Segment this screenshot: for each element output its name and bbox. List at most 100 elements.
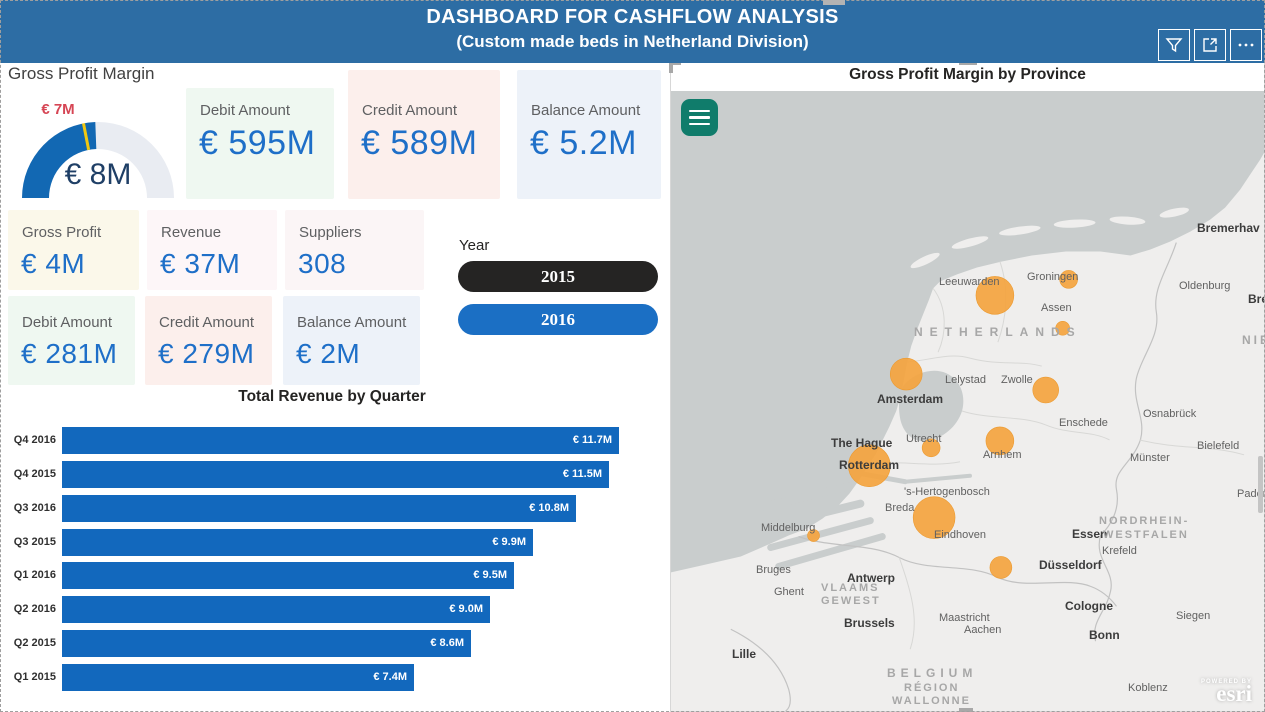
kpi-card-value: € 5.2M (530, 124, 637, 162)
esri-logo: esri (1216, 681, 1252, 706)
kpi-card-value: € 37M (160, 248, 241, 279)
bar-q3-2016[interactable]: € 10.8M (62, 495, 576, 522)
map-basemap (671, 91, 1264, 711)
esri-attribution: POWERED BY esri (1200, 679, 1252, 706)
map-canvas[interactable]: Bremerhav Leeuwarden Groningen Assen Oldenbu… (671, 91, 1264, 711)
kpi-card-credit-amount[interactable]: Credit Amount € 589M (348, 70, 500, 199)
year-slicer: 2015 2016 (458, 261, 658, 347)
bar-category-label: Q1 2016 (13, 569, 56, 581)
gauge-title: Gross Profit Margin (8, 64, 155, 83)
bar-data-label: € 11.5M (562, 468, 602, 480)
year-slicer-label: Year (459, 237, 490, 254)
bar-category-label: Q4 2016 (13, 434, 56, 446)
map-bubble-2[interactable] (1055, 320, 1070, 336)
kpi-card-label: Gross Profit (22, 224, 102, 241)
kpi-card-label: Credit Amount (159, 314, 255, 331)
gauge-value-label: € 8M (64, 158, 132, 191)
filter-icon[interactable] (1158, 29, 1190, 61)
header: DASHBOARD FOR CASHFLOW ANALYSIS (Custom … (0, 0, 1265, 63)
bar-q1-2016[interactable]: € 9.5M (62, 562, 514, 589)
map-landmass (671, 152, 1264, 711)
map-bubble-9[interactable] (807, 529, 820, 542)
kpi-card-credit-amount[interactable]: Credit Amount € 279M (145, 296, 272, 385)
year-option-2015-selected[interactable]: 2015 (458, 261, 658, 292)
kpi-card-label: Debit Amount (22, 314, 113, 331)
bar-data-label: € 7.4M (373, 671, 407, 683)
kpi-card-label: Revenue (161, 224, 222, 241)
bar-data-label: € 11.7M (572, 434, 612, 446)
map-resize-handle[interactable] (669, 61, 681, 65)
map-bubble-10[interactable] (989, 556, 1013, 579)
kpi-card-value: € 2M (296, 338, 361, 369)
bar-row-q4-2015: Q4 2015 € 11.5M (0, 461, 664, 488)
map-menu-button[interactable] (681, 99, 718, 136)
map-bubble-4[interactable] (1032, 376, 1059, 404)
bar-q4-2015[interactable]: € 11.5M (62, 461, 609, 488)
bar-chart-visual: Total Revenue by Quarter Q4 2016 € 11.7M Q… (0, 386, 664, 712)
map-resize-handle[interactable] (669, 61, 673, 73)
wadden-islands (910, 207, 1189, 269)
bar-row-q3-2015: Q3 2015 € 9.9M (0, 529, 664, 556)
kpi-card-revenue[interactable]: Revenue € 37M (147, 210, 277, 290)
bar-category-label: Q3 2015 (13, 536, 56, 548)
esri-powered-by: POWERED BY (1200, 679, 1252, 685)
map-bubble-3[interactable] (889, 357, 923, 391)
kpi-card-label: Balance Amount (297, 314, 407, 331)
map-bubble-1[interactable] (1059, 270, 1078, 289)
bar-data-label: € 8.6M (430, 637, 464, 649)
bar-row-q2-2015: Q2 2015 € 8.6M (0, 630, 664, 657)
map-resize-handle[interactable] (959, 708, 973, 712)
kpi-card-balance-amount[interactable]: Balance Amount € 2M (283, 296, 420, 385)
kpi-card-balance-amount[interactable]: Balance Amount € 5.2M (517, 70, 661, 199)
map-scrollbar[interactable] (1258, 456, 1263, 513)
map-bubble-8[interactable] (912, 496, 956, 539)
bar-row-q1-2016: Q1 2016 € 9.5M (0, 562, 664, 589)
header-toolbar (1158, 29, 1262, 61)
kpi-card-value: € 279M (158, 338, 255, 369)
bar-chart-title: Total Revenue by Quarter (238, 388, 426, 405)
bar-category-label: Q2 2016 (13, 603, 56, 615)
bar-category-label: Q3 2016 (13, 502, 56, 514)
gauge-arc (22, 122, 174, 198)
focus-mode-icon[interactable] (1194, 29, 1226, 61)
bar-row-q4-2016: Q4 2016 € 11.7M (0, 427, 664, 454)
bar-row-q2-2016: Q2 2016 € 9.0M (0, 596, 664, 623)
bar-data-label: € 10.8M (529, 502, 569, 514)
kpi-card-label: Credit Amount (362, 102, 458, 119)
map-bubble-5[interactable] (921, 438, 941, 458)
bar-q4-2016[interactable]: € 11.7M (62, 427, 619, 454)
kpi-card-label: Suppliers (299, 224, 362, 241)
bar-data-label: € 9.9M (492, 536, 526, 548)
kpi-card-value: € 281M (21, 338, 118, 369)
country-borders (730, 242, 1177, 711)
bar-row-q3-2016: Q3 2016 € 10.8M (0, 495, 664, 522)
bar-category-label: Q2 2015 (13, 637, 56, 649)
map-bubble-6[interactable] (985, 426, 1015, 456)
year-option-2016[interactable]: 2016 (458, 304, 658, 335)
bar-q1-2015[interactable]: € 7.4M (62, 664, 414, 691)
bar-category-label: Q1 2015 (13, 671, 56, 683)
map-bubble-0[interactable] (975, 276, 1015, 315)
gauge-target-label: € 7M (41, 101, 75, 118)
kpi-card-label: Debit Amount (200, 102, 291, 119)
canvas-resize-handle[interactable] (823, 0, 845, 5)
ijsselmeer (898, 370, 964, 442)
gauge-visual[interactable]: Gross Profit Margin € 7M € 8M (8, 64, 190, 204)
bar-q2-2015[interactable]: € 8.6M (62, 630, 471, 657)
map-title: Gross Profit Margin by Province (671, 66, 1264, 84)
bar-data-label: € 9.5M (473, 569, 507, 581)
kpi-card-debit-amount[interactable]: Debit Amount € 595M (186, 88, 334, 199)
kpi-card-debit-amount[interactable]: Debit Amount € 281M (8, 296, 135, 385)
map-bubble-7[interactable] (848, 444, 891, 488)
bar-q3-2015[interactable]: € 9.9M (62, 529, 533, 556)
kpi-card-gross-profit[interactable]: Gross Profit € 4M (8, 210, 139, 290)
kpi-card-suppliers[interactable]: Suppliers 308 (285, 210, 424, 290)
bar-category-label: Q4 2015 (13, 468, 56, 480)
map-bubbles (807, 270, 1078, 579)
kpi-card-label: Balance Amount (531, 102, 641, 119)
kpi-card-value: € 595M (199, 124, 316, 162)
bar-q2-2016[interactable]: € 9.0M (62, 596, 490, 623)
more-options-icon[interactable] (1230, 29, 1262, 61)
bar-data-label: € 9.0M (449, 603, 483, 615)
